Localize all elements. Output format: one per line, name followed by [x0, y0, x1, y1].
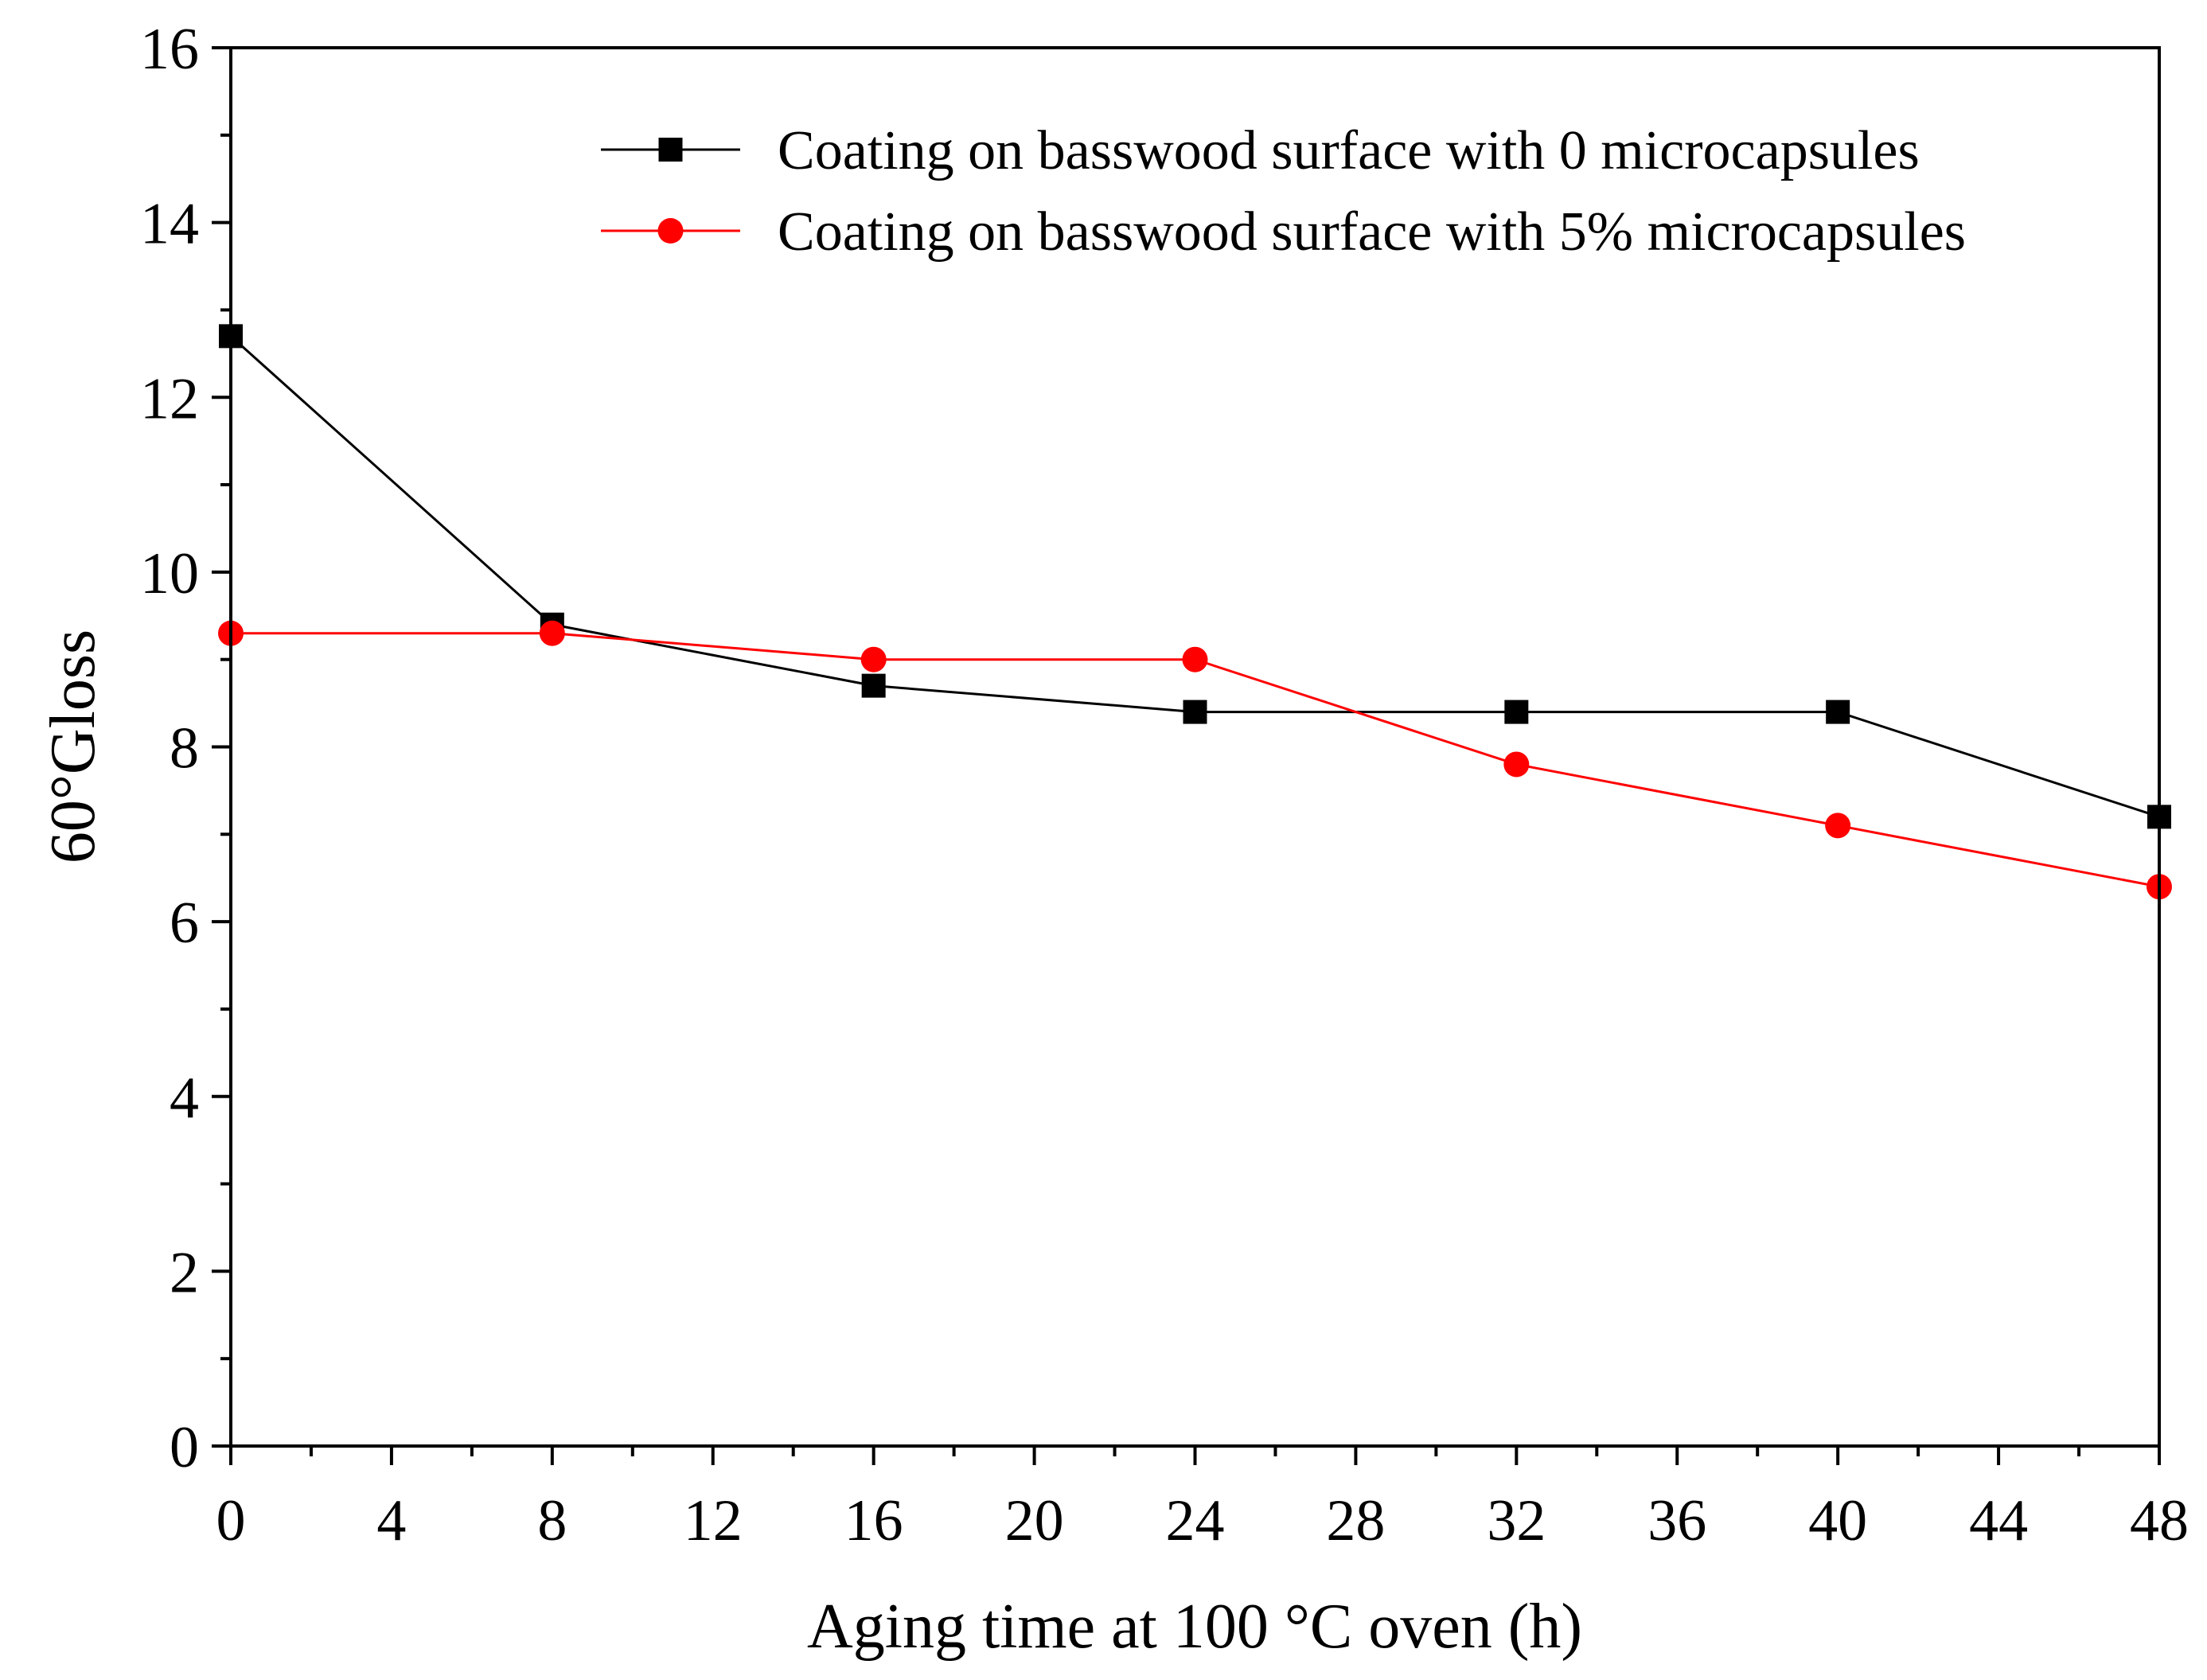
series-line-1 — [229, 335, 2160, 818]
y-tick-label: 4 — [170, 1066, 199, 1131]
data-point-circle — [539, 620, 565, 646]
x-axis-title: Aging time at 100 °C oven (h) — [807, 1592, 1582, 1662]
legend-label: Coating on basswood surface with 5% micr… — [778, 201, 1966, 263]
x-tick-label: 12 — [684, 1488, 743, 1553]
x-tick-label: 4 — [376, 1488, 406, 1553]
legend-marker-circle — [657, 218, 684, 244]
legend-marker-square — [658, 138, 683, 162]
x-tick-label: 20 — [1005, 1488, 1064, 1553]
y-tick-label: 12 — [140, 366, 199, 431]
series-group — [218, 324, 2172, 900]
x-tick-label: 32 — [1487, 1488, 1546, 1553]
data-point-circle — [860, 646, 887, 672]
x-tick-label: 16 — [844, 1488, 903, 1553]
data-point-circle — [1825, 813, 1851, 839]
data-point-square — [1183, 700, 1207, 724]
data-point-square — [861, 673, 886, 698]
x-tick-label: 0 — [216, 1488, 246, 1553]
y-tick-label: 10 — [140, 541, 199, 606]
y-tick-label: 0 — [170, 1415, 199, 1480]
x-tick-label: 8 — [537, 1488, 567, 1553]
data-point-square — [1504, 700, 1529, 724]
x-tick-label: 36 — [1647, 1488, 1706, 1553]
y-tick-label: 8 — [170, 716, 199, 782]
data-point-circle — [1182, 646, 1208, 672]
y-tick-label: 16 — [140, 17, 199, 82]
y-axis-title: 60°Gloss — [38, 630, 108, 863]
y-tick-label: 2 — [170, 1240, 199, 1305]
plot-frame — [229, 46, 2161, 1448]
legend-label: Coating on basswood surface with 0 micro… — [778, 120, 1920, 181]
legend: Coating on basswood surface with 0 micro… — [601, 120, 1966, 263]
data-point-circle — [1503, 751, 1530, 778]
y-tick-label: 14 — [140, 192, 199, 257]
x-tick-label: 24 — [1166, 1488, 1225, 1553]
y-tick-label: 6 — [170, 891, 199, 956]
data-point-square — [1826, 700, 1850, 724]
x-tick-label: 44 — [1969, 1488, 2028, 1553]
x-tick-label: 28 — [1326, 1488, 1385, 1553]
x-tick-label: 40 — [1808, 1488, 1867, 1553]
x-tick-label: 48 — [2130, 1488, 2189, 1553]
